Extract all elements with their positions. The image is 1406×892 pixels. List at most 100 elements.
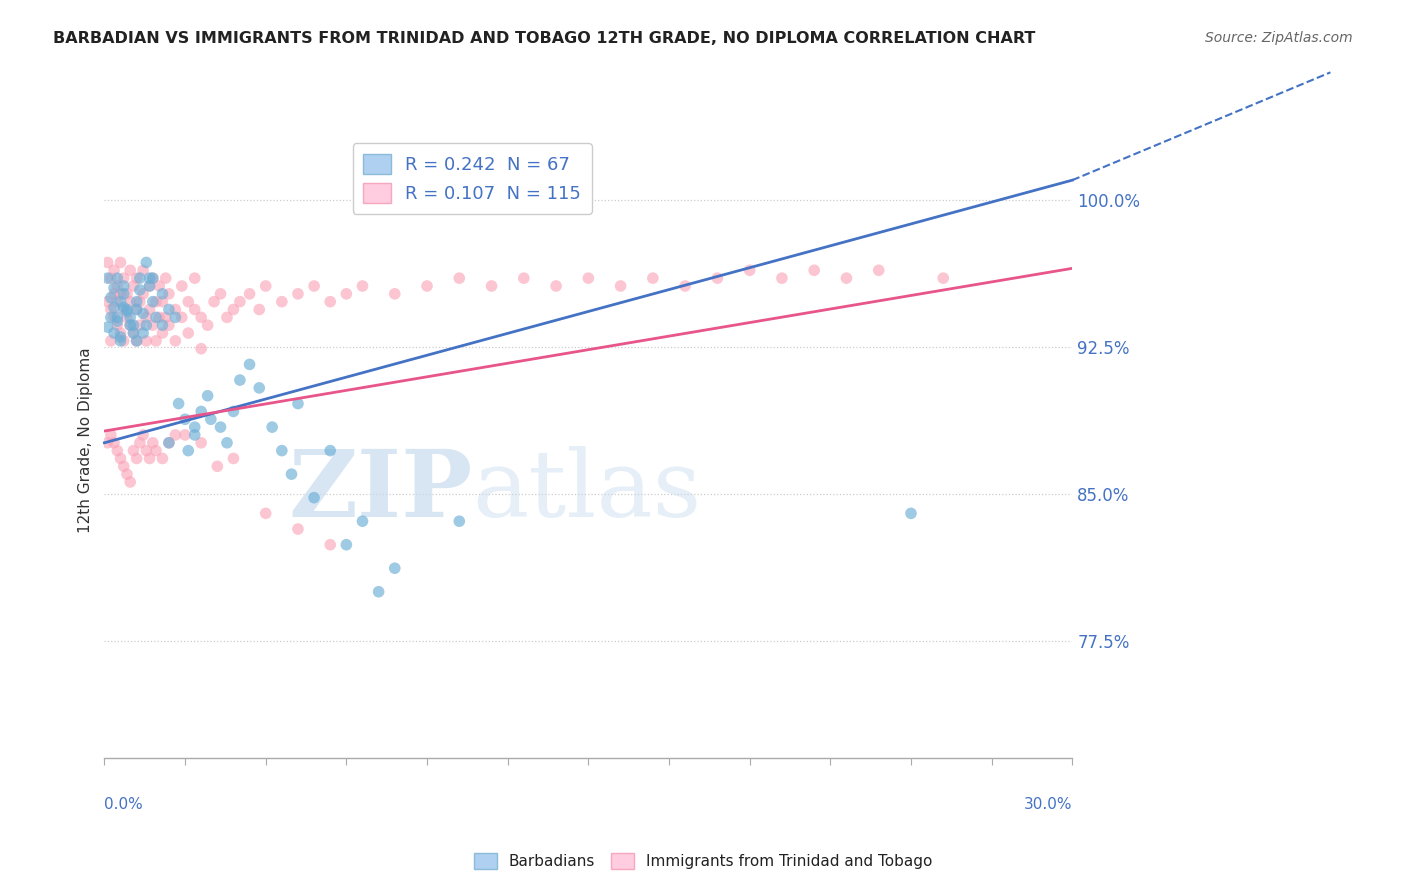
Point <box>152 294 174 309</box>
Point <box>112 459 135 474</box>
Point <box>165 334 187 348</box>
Point <box>835 271 858 285</box>
Point <box>120 318 142 333</box>
Point <box>105 443 128 458</box>
Point <box>200 412 222 426</box>
Point <box>167 396 190 410</box>
Point <box>145 334 167 348</box>
Point <box>103 263 125 277</box>
Point <box>128 318 150 333</box>
Point <box>207 459 229 474</box>
Text: Source: ZipAtlas.com: Source: ZipAtlas.com <box>1205 31 1353 45</box>
Point <box>157 435 180 450</box>
Point <box>100 428 122 442</box>
Point <box>280 467 302 482</box>
Point <box>97 271 120 285</box>
Point <box>132 263 155 277</box>
Point <box>287 522 309 536</box>
Legend: R = 0.242  N = 67, R = 0.107  N = 115: R = 0.242 N = 67, R = 0.107 N = 115 <box>353 143 592 213</box>
Point <box>135 334 157 348</box>
Text: ZIP: ZIP <box>288 446 472 536</box>
Point <box>112 286 135 301</box>
Point <box>335 286 357 301</box>
Point <box>125 302 148 317</box>
Point <box>122 279 145 293</box>
Point <box>152 286 174 301</box>
Point <box>105 314 128 328</box>
Point <box>174 428 197 442</box>
Point <box>125 334 148 348</box>
Point <box>183 302 205 317</box>
Point <box>110 451 132 466</box>
Point <box>197 389 219 403</box>
Point <box>183 271 205 285</box>
Point <box>209 286 232 301</box>
Point <box>183 420 205 434</box>
Point <box>138 451 160 466</box>
Point <box>97 294 120 309</box>
Point <box>302 491 325 505</box>
Point <box>174 412 197 426</box>
Point <box>222 302 245 317</box>
Point <box>142 435 165 450</box>
Point <box>125 451 148 466</box>
Point <box>900 507 922 521</box>
Point <box>103 326 125 340</box>
Point <box>449 271 471 285</box>
Point <box>112 302 135 317</box>
Point <box>100 334 122 348</box>
Point <box>103 310 125 325</box>
Point <box>209 420 232 434</box>
Point <box>142 271 165 285</box>
Point <box>125 302 148 317</box>
Point <box>170 310 193 325</box>
Point <box>122 443 145 458</box>
Point <box>706 271 728 285</box>
Point <box>145 310 167 325</box>
Point <box>120 475 142 489</box>
Point <box>183 428 205 442</box>
Point <box>120 310 142 325</box>
Point <box>110 294 132 309</box>
Point <box>177 326 200 340</box>
Point <box>270 294 292 309</box>
Point <box>132 326 155 340</box>
Point <box>145 443 167 458</box>
Point <box>287 286 309 301</box>
Point <box>222 451 245 466</box>
Point <box>148 310 170 325</box>
Point <box>110 330 132 344</box>
Point <box>103 301 125 315</box>
Point <box>384 561 406 575</box>
Point <box>302 279 325 293</box>
Point <box>165 428 187 442</box>
Point <box>135 310 157 325</box>
Point <box>142 318 165 333</box>
Point <box>103 286 125 301</box>
Point <box>152 326 174 340</box>
Point <box>319 538 342 552</box>
Point <box>125 294 148 309</box>
Point <box>128 271 150 285</box>
Point <box>145 294 167 309</box>
Point <box>576 271 599 285</box>
Point <box>135 318 157 333</box>
Point <box>165 302 187 317</box>
Point <box>142 294 165 309</box>
Point <box>105 271 128 285</box>
Point <box>157 435 180 450</box>
Point <box>122 318 145 333</box>
Point <box>673 279 696 293</box>
Point <box>132 306 155 320</box>
Point <box>239 358 262 372</box>
Point <box>105 310 128 325</box>
Point <box>335 538 357 552</box>
Point <box>112 271 135 285</box>
Point <box>222 404 245 418</box>
Point <box>155 271 177 285</box>
Point <box>110 286 132 301</box>
Point <box>142 271 165 285</box>
Point <box>165 310 187 325</box>
Point <box>352 279 374 293</box>
Point <box>100 291 122 305</box>
